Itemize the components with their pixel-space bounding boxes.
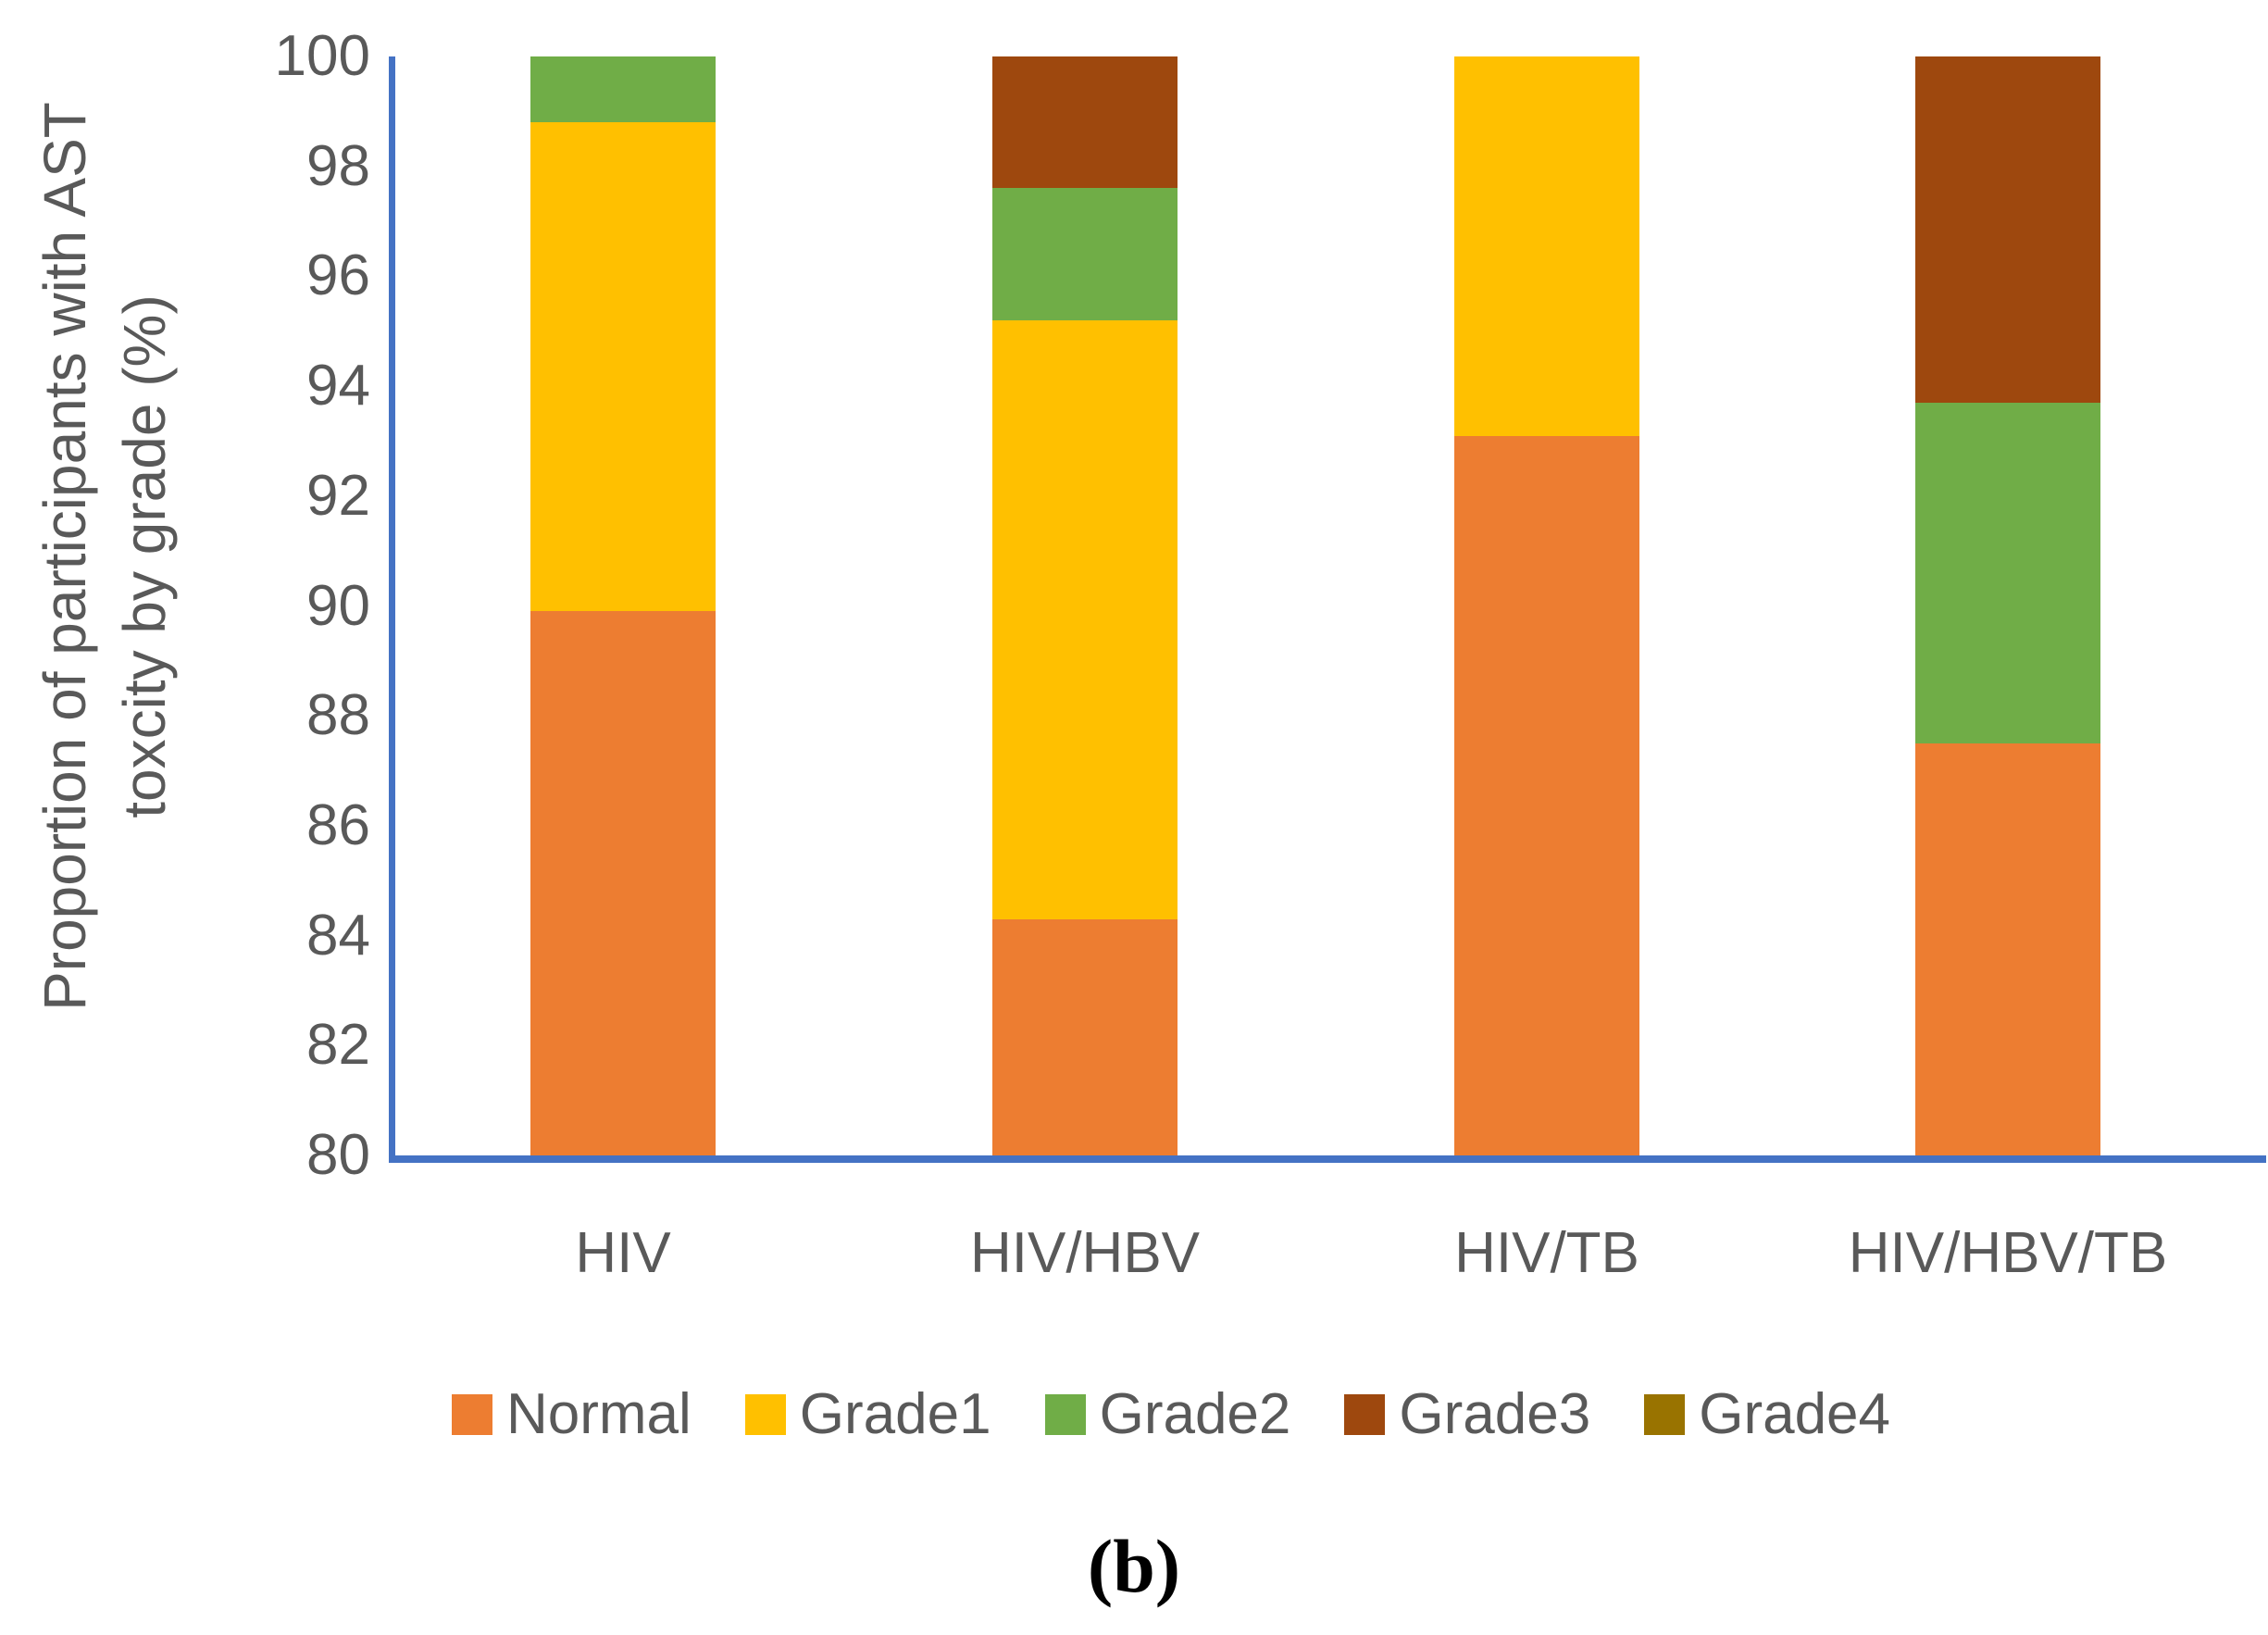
legend-item-Grade2: Grade2 (1044, 1381, 1291, 1447)
y-tick-label: 100 (274, 24, 370, 88)
y-tick-label: 94 (306, 354, 370, 418)
figure-caption: (b) (1087, 1524, 1181, 1608)
bar-segment-Grade2 (1915, 402, 2100, 743)
y-tick-label: 98 (306, 133, 370, 198)
legend-item-Grade1: Grade1 (744, 1381, 991, 1447)
y-tick-label: 96 (306, 243, 370, 308)
y-axis-line (389, 56, 395, 1163)
legend-swatch-Grade4 (1644, 1393, 1686, 1435)
x-axis-line (389, 1155, 2266, 1163)
y-tick-label: 92 (306, 463, 370, 528)
x-axis-label-HIV/TB: HIV/TB (1454, 1221, 1639, 1285)
legend-label: Grade2 (1099, 1382, 1291, 1446)
legend-swatch-Normal (451, 1393, 492, 1435)
bar-segment-Grade2 (992, 188, 1178, 320)
bar-segment-Grade2 (530, 56, 716, 123)
bar-segment-Grade1 (530, 122, 716, 612)
y-tick-label: 88 (306, 683, 370, 748)
bar-segment-Normal (1454, 435, 1639, 1155)
y-tick-label: 80 (306, 1123, 370, 1187)
bar-HIV/HBV (992, 56, 1178, 1155)
legend-item-Normal: Normal (451, 1381, 692, 1447)
bar-segment-Normal (1915, 743, 2100, 1155)
x-axis-label-HIV/HBV: HIV/HBV (969, 1221, 1201, 1285)
x-axis-label-HIV: HIV (575, 1221, 671, 1285)
legend-swatch-Grade1 (744, 1393, 786, 1435)
legend-label: Grade1 (799, 1382, 991, 1446)
bar-HIV (530, 56, 716, 1155)
legend-label: Grade4 (1699, 1382, 1891, 1446)
bar-segment-Normal (992, 918, 1178, 1155)
bar-segment-Normal (530, 611, 716, 1155)
bar-segment-Grade1 (992, 319, 1178, 919)
legend-swatch-Grade3 (1344, 1393, 1386, 1435)
bar-segment-Grade3 (992, 56, 1178, 189)
bar-segment-Grade1 (1454, 56, 1639, 436)
bar-segment-Grade3 (1915, 56, 2100, 403)
legend-swatch-Grade2 (1044, 1393, 1086, 1435)
y-axis-title-line1: Proportion of participants with AST (31, 102, 98, 1011)
legend-item-Grade4: Grade4 (1644, 1381, 1890, 1447)
y-tick-label: 86 (306, 793, 370, 857)
legend-label: Grade3 (1399, 1382, 1591, 1446)
x-axis-label-HIV/HBV/TB: HIV/HBV/TB (1848, 1221, 2168, 1285)
legend: Normal Grade1 Grade2 Grade3 Grade4 (74, 1381, 2268, 1447)
legend-label: Normal (505, 1382, 692, 1446)
legend-item-Grade3: Grade3 (1344, 1381, 1590, 1447)
bar-HIV/TB (1454, 56, 1639, 1155)
y-tick-label: 84 (306, 903, 370, 967)
bar-HIV/HBV/TB (1915, 56, 2100, 1155)
y-tick-label: 90 (306, 573, 370, 638)
y-tick-label: 82 (306, 1013, 370, 1078)
